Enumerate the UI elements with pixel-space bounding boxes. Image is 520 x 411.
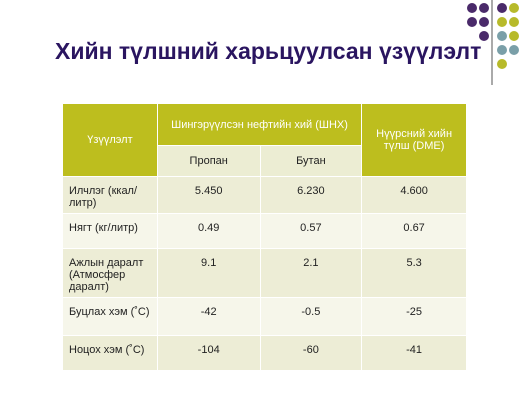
value-cell: 2.1 [259,248,363,298]
value-cell: 5.3 [361,248,467,298]
value-cell: 9.1 [156,248,261,298]
table-row: Ажлын даралт (Атмосфер даралт) 9.1 2.1 5.3 [62,248,467,298]
value-cell: -60 [259,335,363,371]
header-cell: Үзүүлэлт [62,103,158,177]
header-cell: Нүүрсний хийн түлш (DME) [361,103,467,177]
value-cell: -25 [361,297,467,336]
value-cell: 4.600 [361,176,467,214]
row-label: Ноцох хэм (˚C) [62,335,158,371]
row-label: Ажлын даралт (Атмосфер даралт) [62,248,158,298]
row-label: Буцлах хэм (˚C) [62,297,158,336]
table-body: Илчлэг (ккал/литр) 5.450 6.230 4.600 Нягт (к… [62,176,467,371]
subheader-cell: Пропан [156,145,261,177]
comparison-table: Үзүүлэлт Шингэрүүлсэн нефтийн хий (ШНХ) … [62,103,467,371]
value-cell: 0.67 [361,213,467,249]
table-row: Нягт (кг/литр) 0.49 0.57 0.67 [62,213,467,249]
table-row: Буцлах хэм (˚C) -42 -0.5 -25 [62,297,467,336]
header-cell: Шингэрүүлсэн нефтийн хий (ШНХ) [156,103,363,146]
table-row: Ноцох хэм (˚C) -104 -60 -41 [62,335,467,371]
table-row: Илчлэг (ккал/литр) 5.450 6.230 4.600 [62,176,467,214]
value-cell: 0.49 [156,213,261,249]
value-cell: -41 [361,335,467,371]
value-cell: -0.5 [259,297,363,336]
value-cell: 6.230 [259,176,363,214]
slide-title: Хийн түлшний харьцуулсан үзүүлэлт [55,38,482,64]
value-cell: -42 [156,297,261,336]
value-cell: 0.57 [259,213,363,249]
row-label: Илчлэг (ккал/литр) [62,176,158,214]
row-label: Нягт (кг/литр) [62,213,158,249]
value-cell: 5.450 [156,176,261,214]
value-cell: -104 [156,335,261,371]
subheader-cell: Бутан [259,145,363,177]
decoration [467,0,519,85]
